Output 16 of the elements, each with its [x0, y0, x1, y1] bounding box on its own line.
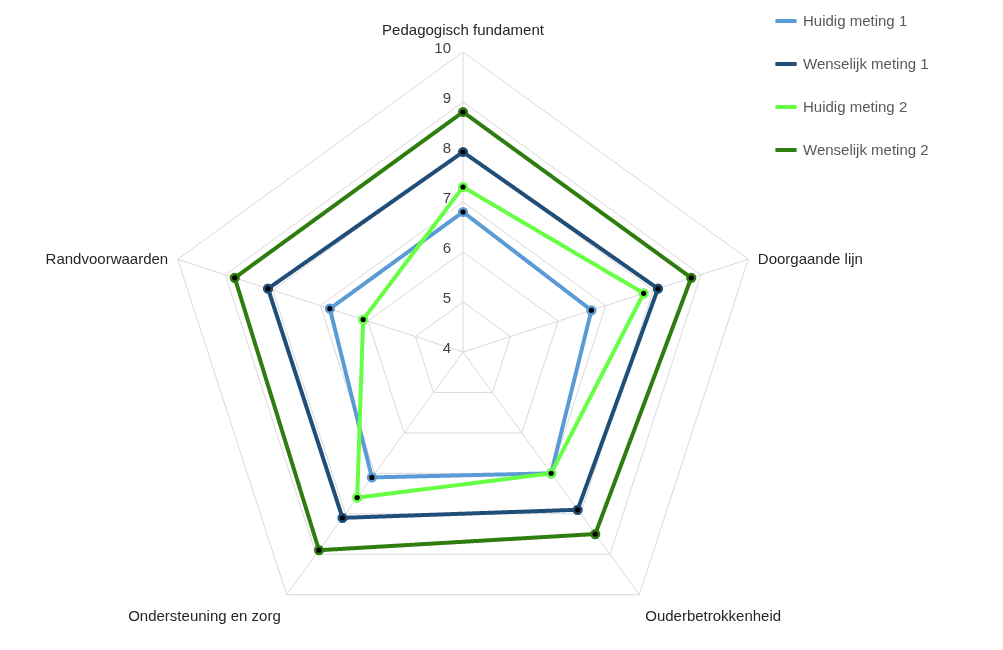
spoke-label: Ouderbetrokkenheid: [645, 606, 782, 624]
y-tick-label: 10: [434, 39, 451, 56]
y-tick-label: 7: [442, 189, 451, 206]
spoke-label: Pedagogisch fundament: [382, 21, 545, 38]
spoke-label: Doorgaande lijn: [757, 250, 863, 268]
y-tick-label: 9: [442, 89, 451, 106]
spoke-label: Randvoorwaarden: [45, 250, 169, 268]
y-tick-label: 8: [442, 139, 451, 156]
y-tick-label: 6: [442, 239, 451, 256]
legend-label: Huidig meting 2: [803, 98, 908, 115]
legend-label: Huidig meting 1: [803, 12, 908, 29]
y-tick-label: 5: [442, 289, 451, 306]
legend-label: Wenselijk meting 1: [803, 55, 929, 72]
spoke-label: Ondersteuning en zorg: [128, 606, 281, 624]
legend-label: Wenselijk meting 2: [803, 141, 929, 158]
y-tick-label: 4: [442, 339, 451, 356]
